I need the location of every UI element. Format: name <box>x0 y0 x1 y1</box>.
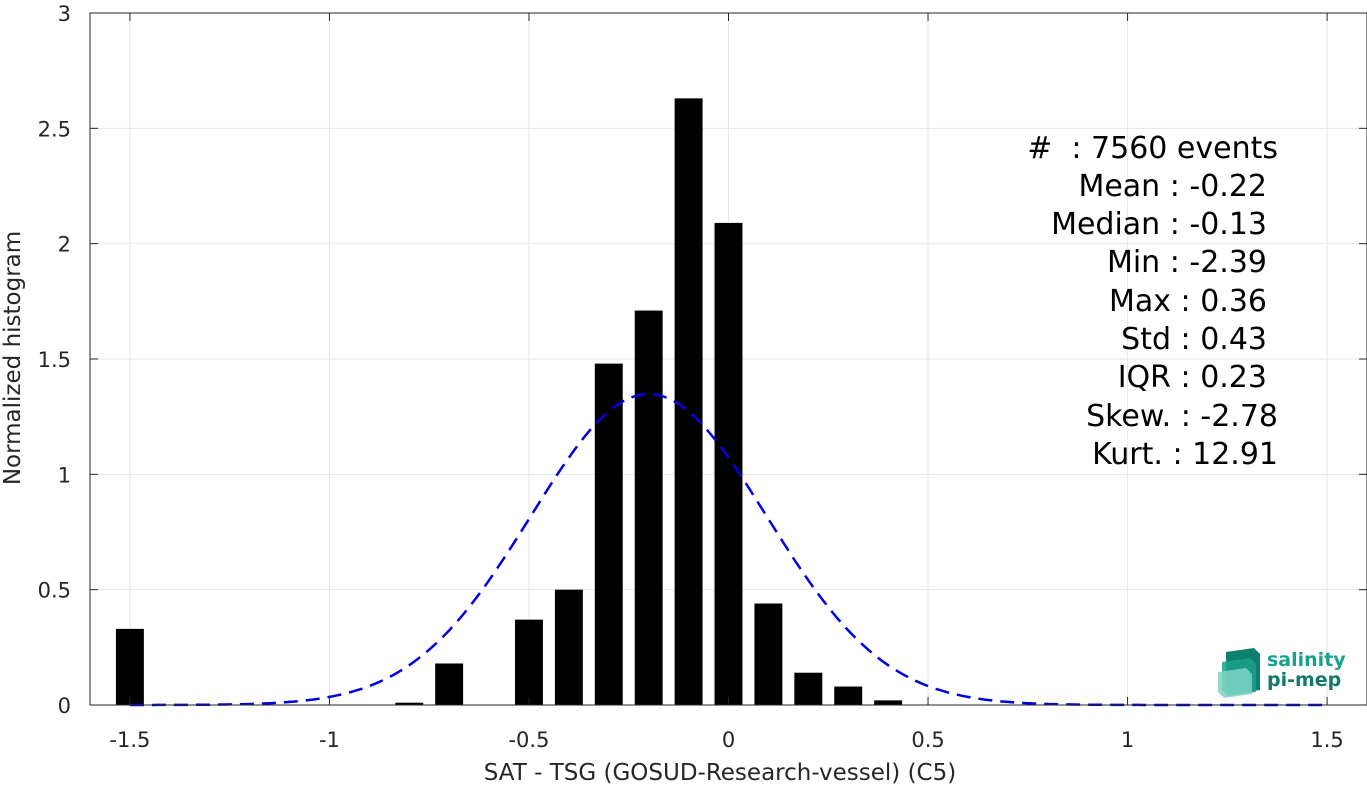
stat-events: # : 7560 events <box>1027 131 1278 166</box>
salinity-pimep-logo: salinity pi-mep <box>1218 648 1346 698</box>
y-tick-label: 0.5 <box>38 579 71 603</box>
logo-text-pimep: pi-mep <box>1267 669 1341 691</box>
x-tick-label: -0.5 <box>508 728 549 752</box>
y-tick-label: 3 <box>58 2 71 26</box>
x-tick-label: 1 <box>1121 728 1134 752</box>
x-tick-label: 1.5 <box>1310 728 1343 752</box>
x-tick-label: 0 <box>722 728 735 752</box>
stat-min: Min : -2.39 <box>1107 245 1267 280</box>
stat-kurt: Kurt. : 12.91 <box>1092 437 1278 472</box>
x-tick-label: -1.5 <box>109 728 150 752</box>
x-tick-label: 0.5 <box>911 728 944 752</box>
histogram-bar <box>115 628 144 705</box>
logo-mark-icon <box>1218 648 1260 698</box>
histogram-bar <box>874 700 903 705</box>
x-axis-label: SAT - TSG (GOSUD-Research-vessel) (C5) <box>484 760 956 785</box>
histogram-bar <box>714 222 743 705</box>
y-tick-label: 1.5 <box>38 348 71 372</box>
histogram-bar <box>674 98 703 705</box>
y-tick-labels: 0 0.5 1 1.5 2 2.5 3 <box>38 2 71 718</box>
stat-std: Std : 0.43 <box>1121 322 1267 357</box>
stat-iqr: IQR : 0.23 <box>1118 360 1267 395</box>
histogram-bar <box>395 702 424 705</box>
histogram-bar <box>594 363 623 705</box>
stats-annotations: # : 7560 events Mean : -0.22 Median : -0… <box>1027 131 1278 472</box>
histogram-bar <box>634 310 663 705</box>
stat-median: Median : -0.13 <box>1051 207 1267 242</box>
y-tick-label: 1 <box>58 463 71 487</box>
histogram-bars <box>115 98 903 705</box>
histogram-bar <box>515 619 543 705</box>
histogram-bar <box>754 603 783 705</box>
histogram-bar <box>554 589 583 705</box>
logo-text-salinity: salinity <box>1267 649 1346 671</box>
stat-max: Max : 0.36 <box>1109 284 1267 319</box>
x-tick-labels: -1.5 -1 -0.5 0 0.5 1 1.5 <box>109 728 1343 752</box>
gaussian-fit-curve <box>129 392 1328 707</box>
y-axis-label: Normalized histogram <box>0 231 26 485</box>
axis-ticks <box>90 12 1367 706</box>
histogram-bar <box>794 672 823 705</box>
y-tick-label: 2 <box>58 233 71 257</box>
histogram-bar <box>834 686 863 705</box>
stat-mean: Mean : -0.22 <box>1078 169 1267 204</box>
y-tick-label: 0 <box>58 694 71 718</box>
stat-skew: Skew. : -2.78 <box>1086 399 1278 434</box>
histogram-bar <box>435 663 464 705</box>
x-tick-label: -1 <box>319 728 340 752</box>
y-tick-label: 2.5 <box>38 117 71 141</box>
